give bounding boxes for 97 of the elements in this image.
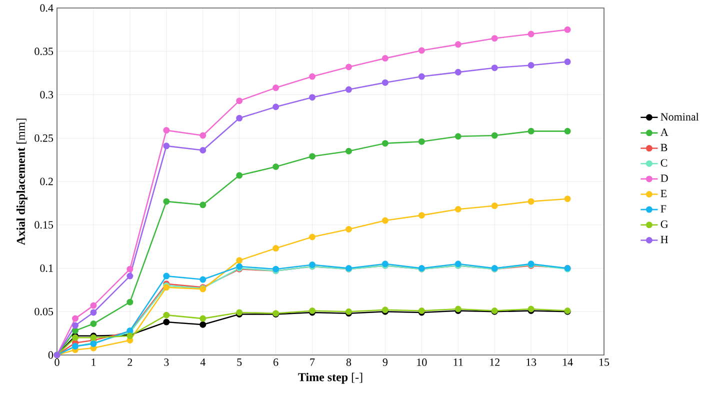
point: [528, 198, 534, 205]
point: [382, 79, 388, 86]
point: [564, 196, 571, 202]
point: [200, 315, 206, 322]
x-tick-label: 9: [382, 358, 388, 366]
x-tick-label: 0: [54, 358, 60, 366]
point: [309, 94, 316, 101]
point: [564, 26, 571, 33]
point: [272, 245, 280, 252]
legend-label: B: [660, 144, 668, 152]
x-tick-label: 12: [490, 358, 500, 366]
x-tick-label: 14: [563, 358, 573, 366]
point: [163, 318, 170, 326]
point: [528, 62, 534, 68]
point: [163, 127, 170, 134]
point: [309, 234, 316, 240]
legend-label: C: [660, 159, 668, 167]
x-tick-label: 4: [200, 358, 206, 366]
legend-label: A: [660, 128, 668, 136]
y-tick-label: 0.25: [34, 134, 54, 142]
point: [72, 322, 78, 329]
point: [200, 202, 206, 208]
point: [90, 309, 97, 316]
point: [309, 73, 316, 80]
point: [272, 163, 280, 170]
point: [382, 217, 388, 224]
point: [309, 153, 316, 160]
x-tick-label: 3: [164, 358, 169, 366]
point: [418, 138, 425, 145]
point: [236, 172, 243, 179]
point: [200, 147, 206, 154]
y-tick-label: 0.4: [40, 4, 54, 12]
x-tick-label: 11: [454, 358, 463, 366]
y-tick-label: 0.1: [40, 264, 53, 272]
point: [382, 55, 388, 62]
point: [345, 226, 352, 232]
point: [418, 212, 425, 219]
point: [126, 266, 134, 272]
point: [163, 272, 170, 280]
point: [382, 140, 388, 147]
point: [126, 298, 134, 306]
legend-label: G: [660, 220, 668, 228]
x-tick-label: 1: [92, 358, 96, 366]
x-axis-title: Time step [-]: [298, 372, 362, 384]
point: [454, 68, 462, 76]
y-tick-label: 0.05: [34, 308, 54, 316]
x-tick-label: 7: [310, 358, 315, 366]
point: [236, 257, 243, 264]
point: [163, 198, 170, 205]
x-tick-label: 5: [237, 358, 242, 366]
x-tick-label: 8: [346, 358, 352, 366]
legend-label: E: [660, 190, 667, 198]
x-tick-label: 2: [128, 358, 132, 366]
point: [564, 128, 571, 134]
y-tick-label: 0.2: [40, 178, 53, 186]
point: [90, 302, 97, 309]
point: [163, 312, 170, 318]
point: [90, 320, 97, 328]
y-tick-label: 0.35: [34, 48, 54, 56]
point: [418, 73, 425, 80]
point: [200, 321, 206, 328]
x-tick-label: 10: [417, 358, 427, 366]
x-tick-label: 13: [526, 358, 536, 366]
point: [418, 47, 425, 54]
point: [236, 114, 243, 122]
point: [72, 315, 78, 322]
point: [272, 84, 280, 92]
point: [345, 148, 352, 154]
point: [200, 276, 206, 283]
point: [528, 128, 534, 134]
legend-label: D: [660, 174, 668, 182]
legend-label: F: [660, 205, 666, 212]
point: [528, 30, 534, 38]
point: [454, 133, 462, 140]
x-tick-label: 15: [599, 358, 610, 366]
point: [454, 41, 462, 48]
point: [491, 35, 498, 42]
x-tick-label: 6: [274, 358, 278, 366]
point: [454, 206, 462, 212]
point: [564, 58, 571, 66]
y-axis-title: Axial displacement [mm]: [16, 118, 28, 246]
point: [345, 86, 352, 93]
point: [491, 64, 498, 72]
point: [200, 132, 206, 139]
y-tick-label: 0: [48, 351, 54, 359]
point: [72, 327, 78, 334]
point: [236, 98, 243, 104]
point: [126, 272, 134, 280]
point: [163, 142, 170, 150]
legend-label: H: [660, 236, 668, 244]
point: [491, 202, 498, 210]
point: [491, 132, 498, 139]
point: [345, 64, 352, 70]
legend-label: Nominal: [660, 112, 699, 121]
point: [272, 104, 280, 110]
y-tick-label: 0.15: [34, 221, 54, 229]
y-tick-label: 0.3: [40, 91, 54, 98]
